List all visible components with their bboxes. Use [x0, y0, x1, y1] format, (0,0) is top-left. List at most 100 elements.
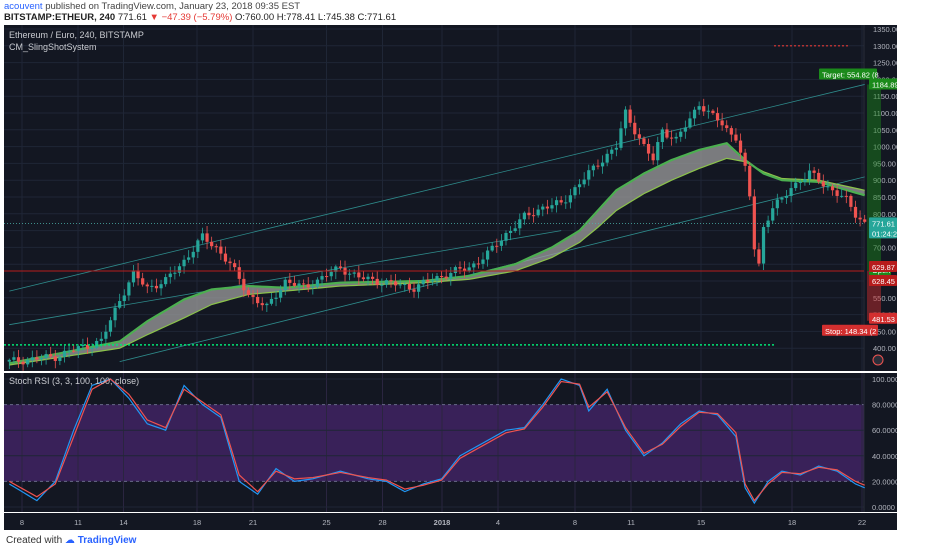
time-tick-label: 11	[627, 518, 635, 527]
candle-body	[807, 170, 812, 180]
candle-body	[329, 271, 333, 277]
candle-body	[219, 246, 223, 254]
candle-body	[136, 270, 140, 279]
candle-body	[476, 263, 480, 265]
candle-body	[748, 165, 752, 197]
candle-body	[108, 320, 113, 332]
candle-body	[738, 140, 743, 153]
candle-body	[453, 267, 458, 274]
entry-price-tag-bg	[869, 260, 897, 272]
candle-body	[784, 195, 789, 198]
target-label-bg	[819, 68, 877, 80]
candle-body	[53, 356, 57, 361]
candle-body	[283, 279, 287, 291]
candle-body	[518, 219, 522, 229]
candle-body	[292, 282, 297, 286]
candle-body	[775, 199, 779, 209]
candle-body	[131, 270, 136, 283]
candle-body	[729, 128, 733, 135]
price-chart[interactable]: 400.00450.00500.00550.00600.00650.00700.…	[4, 25, 901, 371]
candle-body	[348, 273, 352, 275]
time-tick-label: 14	[119, 518, 127, 527]
last-price-tag: 771.61	[869, 217, 897, 229]
candle-body	[200, 233, 205, 241]
last-price-tag-text: 771.61	[872, 219, 895, 228]
time-tick-label: 25	[322, 518, 330, 527]
candle-body	[619, 128, 623, 148]
time-tick-label: 8	[573, 518, 577, 527]
candle-body	[692, 109, 697, 119]
candle-body	[858, 217, 862, 220]
candle-body	[403, 283, 407, 285]
time-tick-label: 28	[378, 518, 386, 527]
candle-body	[145, 284, 149, 287]
candle-body	[628, 109, 632, 123]
candle-body	[260, 303, 264, 306]
candle-body	[840, 195, 844, 197]
candle-body	[439, 276, 444, 278]
candle-body	[127, 282, 131, 296]
candle-body	[444, 276, 448, 279]
candle-body	[771, 208, 775, 221]
candle-body	[338, 266, 343, 268]
tradingview-brand[interactable]: TradingView	[77, 535, 137, 546]
stoch-band	[4, 404, 864, 482]
price-tick-label: 550.00	[873, 294, 896, 303]
candle-body	[297, 283, 301, 286]
created-with-label: Created with	[6, 535, 63, 546]
candle-body	[559, 200, 563, 203]
price-tick-label: 1250.00	[873, 59, 897, 68]
candle-body	[122, 295, 126, 302]
candle-body	[591, 165, 595, 171]
price-panel[interactable]: 400.00450.00500.00550.00600.00650.00700.…	[4, 25, 901, 371]
stoch-d-line	[9, 378, 865, 502]
candle-body	[274, 297, 278, 299]
candle-body	[545, 206, 549, 209]
candle-body	[803, 179, 807, 183]
candle-body	[499, 240, 503, 246]
candle-body	[85, 344, 90, 349]
candle-body	[674, 136, 678, 139]
candle-body	[582, 179, 586, 185]
candle-body	[679, 131, 683, 137]
price-change: ▼ −47.39 (−5.79%)	[149, 12, 233, 23]
candle-body	[398, 284, 402, 286]
candle-body	[752, 196, 756, 250]
time-tick-label: 8	[20, 518, 24, 527]
last-price-tag-bg	[869, 217, 897, 229]
stoch-rsi-chart[interactable]: 0.0000 20.0000 40.0000 60.0000 80.0000 100.00…	[4, 373, 903, 512]
candle-body	[7, 359, 11, 362]
candle-body	[577, 184, 582, 188]
stoch-rsi-panel[interactable]: 0.0000 20.0000 40.0000 60.0000 80.0000 100.00…	[4, 373, 903, 512]
candle-body	[711, 110, 715, 114]
entry-alt-price-tag-text: 628.45	[872, 277, 895, 286]
rsi-tick-label: 80.0000	[872, 401, 897, 410]
candle-body	[587, 170, 591, 180]
time-axis[interactable]: 8 11 14 18 21 25 28 2018 4 8 11 15 18 22	[4, 513, 897, 530]
time-tick-label: 11	[74, 518, 82, 527]
entry-alt-price-tag: 628.45	[869, 274, 897, 286]
entry-price-tag-text: 629.87	[872, 263, 895, 272]
candle-body	[830, 186, 835, 191]
candle-body	[426, 279, 430, 282]
candle-body	[706, 110, 710, 112]
candle-body	[449, 273, 453, 279]
countdown-tag-text: 01:24:24	[872, 229, 897, 238]
stop-label-bg	[822, 324, 878, 336]
last-price: 771.61	[117, 12, 147, 23]
candle-body	[600, 162, 605, 167]
price-tick-label: 900.00	[873, 176, 896, 185]
candle-body	[104, 331, 108, 339]
trend-channel-line	[9, 84, 865, 292]
candle-body	[462, 268, 467, 271]
candle-body	[90, 347, 94, 349]
candle-body	[246, 290, 251, 295]
candle-body	[44, 354, 48, 359]
candle-body	[844, 195, 848, 197]
publisher-link[interactable]: acouvent	[4, 1, 43, 12]
candle-body	[394, 281, 398, 286]
countdown-tag: 01:24:24	[869, 227, 901, 239]
time-tick-label: 2018	[434, 518, 451, 527]
candle-body	[573, 187, 577, 196]
candle-body	[30, 357, 34, 360]
